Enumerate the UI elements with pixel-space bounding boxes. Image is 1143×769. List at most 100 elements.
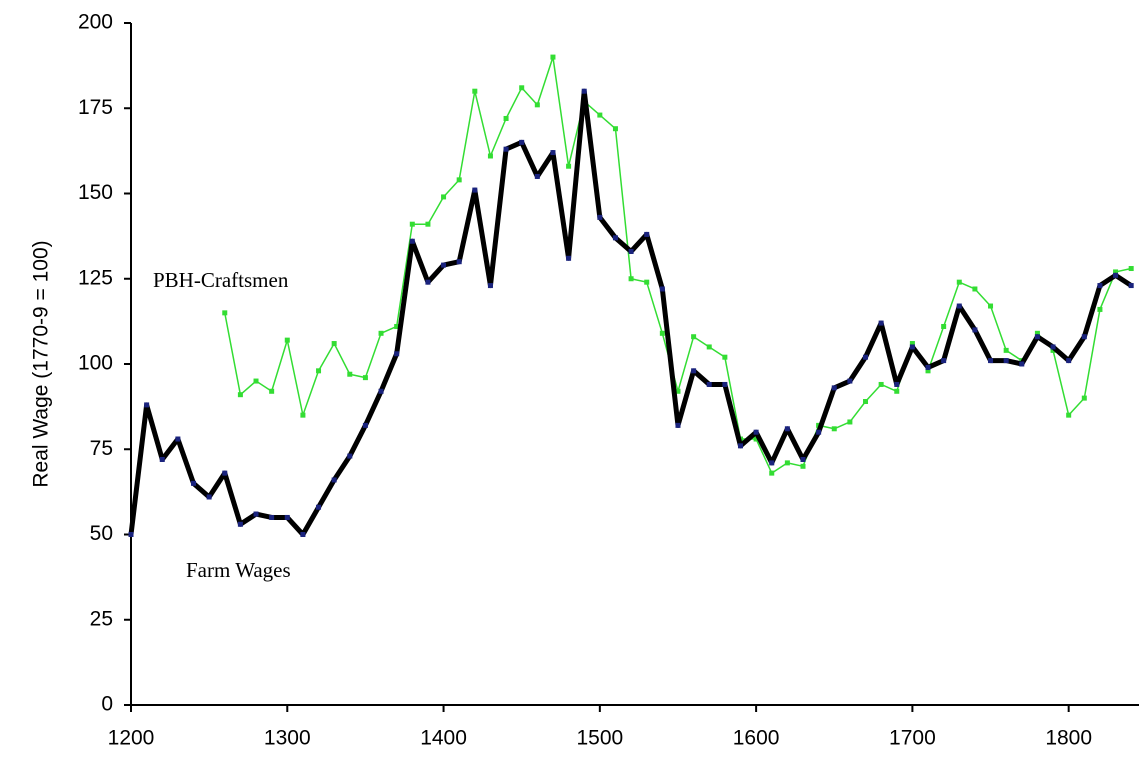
marker [534,102,540,108]
marker [612,235,618,241]
marker [409,221,415,227]
marker [659,330,665,336]
marker [909,344,915,350]
marker [269,514,275,520]
marker [941,358,947,364]
y-tick-label: 125 [78,266,113,289]
marker [362,422,368,428]
marker [472,187,478,193]
marker [722,381,728,387]
marker [769,470,775,476]
marker [909,341,915,347]
marker [394,323,400,329]
marker [847,419,853,425]
marker [566,163,572,169]
marker [706,381,712,387]
marker [972,286,978,292]
marker [456,177,462,183]
marker [347,453,353,459]
x-tick-label: 1800 [1045,727,1092,750]
marker [456,259,462,265]
series-line [128,88,1133,537]
y-tick-label: 50 [90,522,113,545]
marker [612,126,618,132]
y-axis-label: Real Wage (1770-9 = 100) [30,240,53,487]
marker [331,477,337,483]
marker [831,426,837,432]
marker [800,463,806,469]
marker [534,173,540,179]
marker [1097,306,1103,312]
x-tick-label: 1600 [733,727,780,750]
series-label: Farm Wages [186,558,291,582]
y-tick-label: 175 [78,96,113,119]
marker [253,511,259,517]
marker [659,286,665,292]
marker [284,514,290,520]
marker [425,279,431,285]
marker [487,153,493,159]
marker [753,436,759,442]
marker [675,422,681,428]
marker [816,429,822,435]
marker [175,436,181,442]
x-tick-label: 1400 [420,727,467,750]
marker [956,279,962,285]
marker [988,358,994,364]
marker [597,214,603,220]
marker [644,279,650,285]
marker [863,399,869,405]
y-tick-label: 75 [90,437,113,460]
marker [691,368,697,374]
marker [519,139,525,145]
marker [628,276,634,282]
marker [1034,330,1040,336]
marker [1066,412,1072,418]
marker [894,381,900,387]
y-tick-label: 150 [78,181,113,204]
x-tick-label: 1200 [108,727,155,750]
marker [472,88,478,94]
marker [956,303,962,309]
marker [878,320,884,326]
marker [1081,334,1087,340]
marker [1003,347,1009,353]
marker [425,221,431,227]
marker [519,85,525,91]
marker [1050,344,1056,350]
marker [1113,272,1119,278]
marker [1034,334,1040,340]
marker [1128,283,1134,289]
marker [1081,395,1087,401]
marker [628,248,634,254]
marker [144,402,150,408]
marker [222,470,228,476]
marker [222,310,228,316]
marker [284,337,290,343]
y-tick-label: 0 [101,693,113,716]
y-tick-label: 100 [78,352,113,375]
marker [753,429,759,435]
marker [831,385,837,391]
marker [722,354,728,360]
marker [409,238,415,244]
marker [503,115,509,121]
marker [706,344,712,350]
marker [1113,269,1119,275]
marker [784,426,790,432]
marker [1003,358,1009,364]
marker [331,341,337,347]
marker [691,334,697,340]
marker [784,460,790,466]
marker [941,323,947,329]
marker [675,388,681,394]
marker [206,494,212,500]
marker [878,381,884,387]
marker [300,532,306,537]
marker [1097,283,1103,289]
marker [378,330,384,336]
marker [1050,347,1056,353]
y-tick-label: 200 [78,11,113,34]
marker [237,392,243,398]
